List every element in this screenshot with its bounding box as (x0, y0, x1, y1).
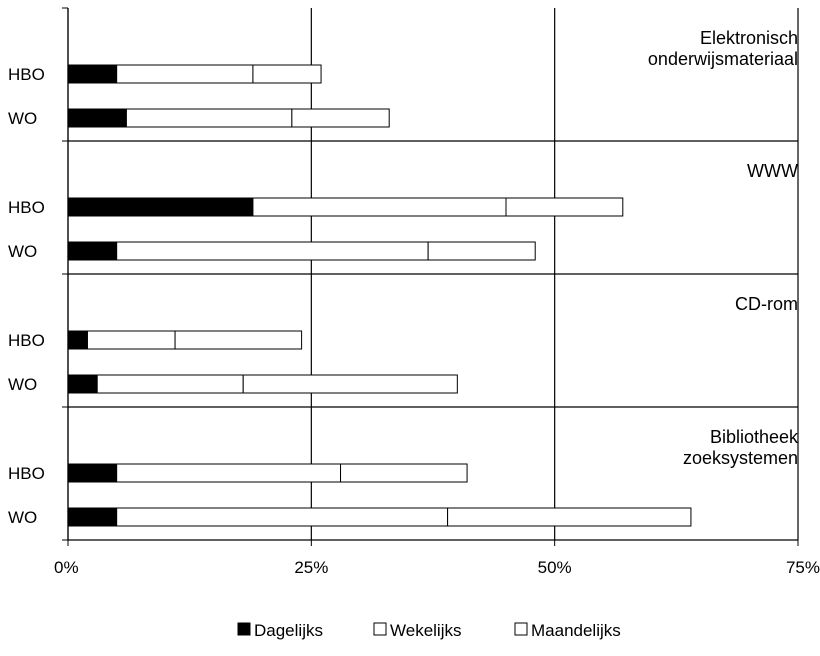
bar-segment-dagelijks (67, 507, 118, 527)
bar-segment-dagelijks (67, 197, 254, 217)
bar-segment-dagelijks (67, 374, 98, 394)
bar-segment-wekelijks (86, 330, 176, 350)
legend-label: Maandelijks (531, 621, 621, 640)
bar-segment-dagelijks (67, 64, 118, 84)
bar-category-label: WO (8, 109, 37, 128)
bar-segment-dagelijks (67, 108, 127, 128)
bar-segment-wekelijks (116, 507, 449, 527)
bar-segment-dagelijks (67, 241, 118, 261)
bar-category-label: WO (8, 242, 37, 261)
legend-swatch-wekelijks (373, 622, 387, 636)
bar-segment-maandelijks (174, 330, 303, 350)
axes: 0% 25% 50% 75% (54, 7, 820, 577)
bar-segment-wekelijks (116, 64, 254, 84)
bar-segment-maandelijks (340, 463, 468, 483)
bar-segment-dagelijks (67, 330, 88, 350)
bar-category-label: WO (8, 508, 37, 527)
bar-segment-wekelijks (252, 197, 507, 217)
x-tick-label: 25% (294, 558, 328, 577)
legend-label: Dagelijks (254, 621, 323, 640)
x-tick-label: 75% (786, 558, 820, 577)
group-label: CD-rom (735, 294, 798, 314)
bar-segment-maandelijks (505, 197, 624, 217)
legend-swatch-maandelijks (514, 622, 528, 636)
bars (67, 64, 692, 527)
bar-segment-dagelijks (67, 463, 118, 483)
bar-category-label: HBO (8, 464, 45, 483)
group-label: Bibliotheek (710, 427, 799, 447)
bar-category-label: WO (8, 375, 37, 394)
bar-segment-maandelijks (447, 507, 692, 527)
group-separators (68, 140, 798, 408)
bar-segment-wekelijks (96, 374, 244, 394)
x-tick-label: 50% (538, 558, 572, 577)
bar-segment-maandelijks (252, 64, 322, 84)
bar-segment-wekelijks (125, 108, 293, 128)
bar-category-label: HBO (8, 65, 45, 84)
group-label: onderwijsmateriaal (648, 49, 798, 69)
group-label: zoeksystemen (683, 448, 798, 468)
group-label: WWW (747, 161, 798, 181)
legend-label: Wekelijks (390, 621, 461, 640)
bar-segment-maandelijks (291, 108, 390, 128)
legend-swatch-dagelijks (237, 622, 251, 636)
bar-segment-wekelijks (116, 463, 342, 483)
legend: Dagelijks Wekelijks Maandelijks (237, 621, 621, 640)
group-label: Elektronisch (700, 28, 798, 48)
bar-category-label: HBO (8, 198, 45, 217)
bar-segment-wekelijks (116, 241, 429, 261)
bar-category-label: HBO (8, 331, 45, 350)
bar-segment-maandelijks (242, 374, 458, 394)
x-tick-label: 0% (54, 558, 79, 577)
bar-segment-maandelijks (427, 241, 536, 261)
